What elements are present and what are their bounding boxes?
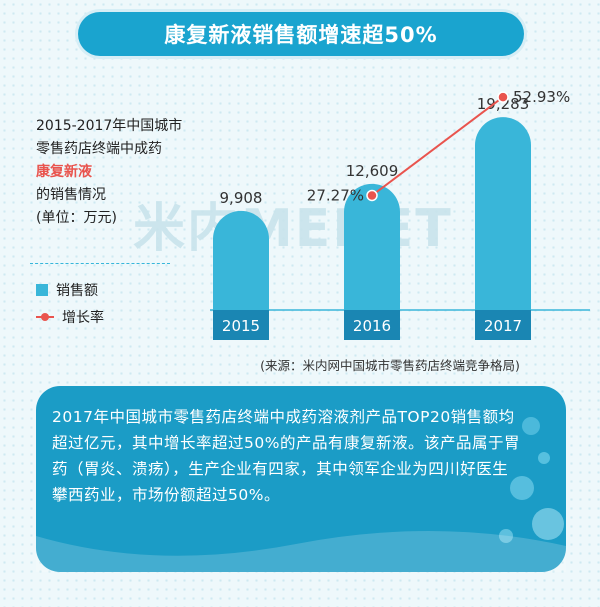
bar-value-label: 12,609: [346, 162, 399, 180]
bar-value-label: 9,908: [220, 189, 263, 207]
bar-2016: [344, 183, 400, 340]
source-note: (来源：米内网中国城市零售药店终端竞争格局): [260, 358, 520, 373]
legend-item-growth: 增长率: [36, 307, 104, 327]
legend-item-sales: 销售额: [36, 280, 98, 300]
description-line-2: 零售药店终端中成药: [36, 141, 162, 157]
summary-text: 2017年中国城市零售药店终端中成药溶液剂产品TOP20销售额均超过亿元，其中增…: [52, 408, 520, 504]
chart-title: 康复新液销售额增速超50%: [164, 23, 438, 47]
bar-foot-2017: [475, 310, 531, 340]
growth-rate-point: [366, 189, 378, 202]
x-tick-label: 2016: [353, 317, 391, 335]
legend-label-sales: 销售额: [56, 283, 98, 299]
x-tick-label: 2017: [484, 317, 522, 335]
description-highlight: 康复新液: [36, 164, 92, 180]
bar-value-label: 19,283: [477, 95, 530, 113]
growth-rate-label: 27.27%: [307, 186, 364, 204]
summary-box: [36, 386, 566, 572]
growth-rate-line: [371, 96, 504, 197]
growth-rate-point: [497, 91, 509, 103]
bar-2015: [213, 210, 269, 340]
x-tick-label: 2015: [222, 317, 260, 335]
description-line-1: 2015-2017年中国城市: [36, 118, 183, 134]
bar-foot-2016: [344, 310, 400, 340]
legend-label-growth: 增长率: [62, 310, 104, 326]
bar-2017: [475, 117, 531, 340]
description-unit: (单位：万元): [36, 210, 117, 226]
summary-decoration: [36, 417, 566, 572]
bar-foot-2015: [213, 310, 269, 340]
chart-description: 2015-2017年中国城市 零售药店终端中成药 康复新液 的销售情况 (单位：…: [36, 115, 206, 230]
title-banner: 康复新液销售额增速超50%: [78, 12, 524, 56]
description-divider: [30, 263, 170, 264]
description-line-3: 的销售情况: [36, 187, 106, 203]
legend-bar-swatch: [36, 284, 48, 296]
legend-line-swatch: [36, 311, 54, 323]
growth-rate-label: 52.93%: [513, 88, 570, 106]
